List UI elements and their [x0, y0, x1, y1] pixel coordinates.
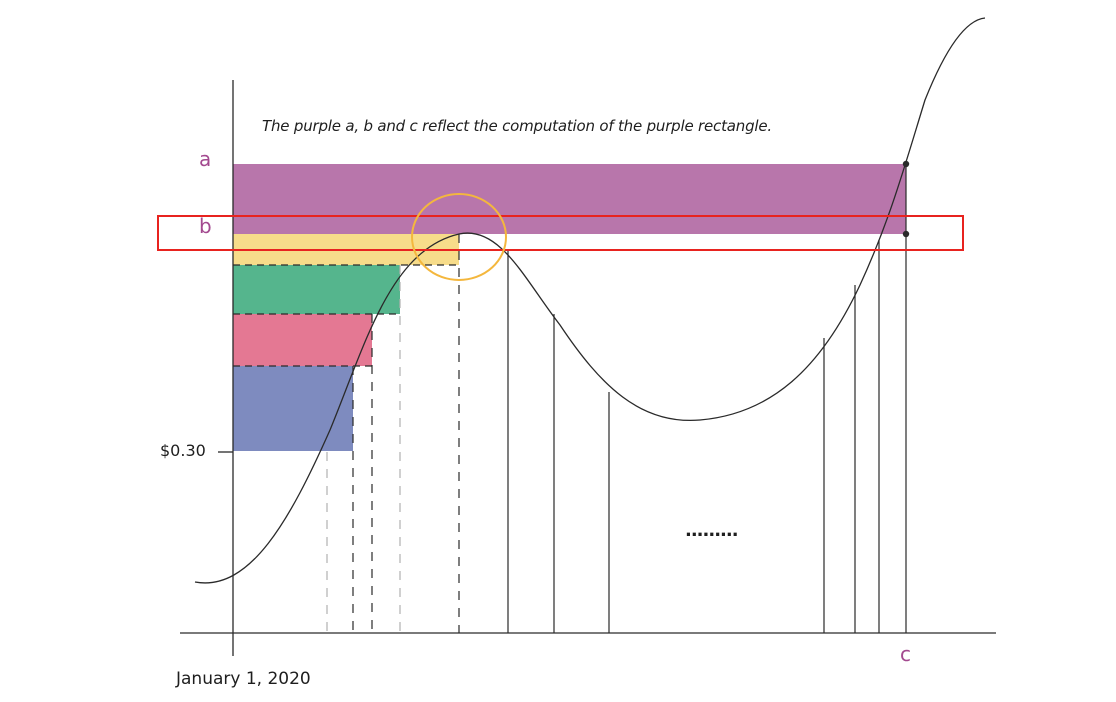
solid-verticals — [507, 164, 907, 633]
dashed-verticals — [326, 234, 460, 633]
highlight-box — [157, 215, 964, 251]
label-a: a — [199, 147, 212, 171]
point-a — [902, 160, 910, 168]
purple-rectangle — [233, 164, 906, 234]
ellipsis: ......... — [685, 520, 739, 541]
highlight-circle — [411, 193, 507, 281]
blue-rectangle — [233, 366, 353, 451]
caption: The purple a, b and c reflect the comput… — [262, 117, 772, 135]
price-label: $0.30 — [160, 441, 206, 460]
dashed-horizontals — [233, 264, 459, 367]
pink-rectangle — [233, 314, 372, 366]
point-b — [902, 230, 910, 238]
label-c: c — [900, 642, 911, 666]
green-rectangle — [233, 265, 400, 314]
date-label: January 1, 2020 — [176, 669, 311, 689]
label-b: b — [199, 214, 212, 238]
